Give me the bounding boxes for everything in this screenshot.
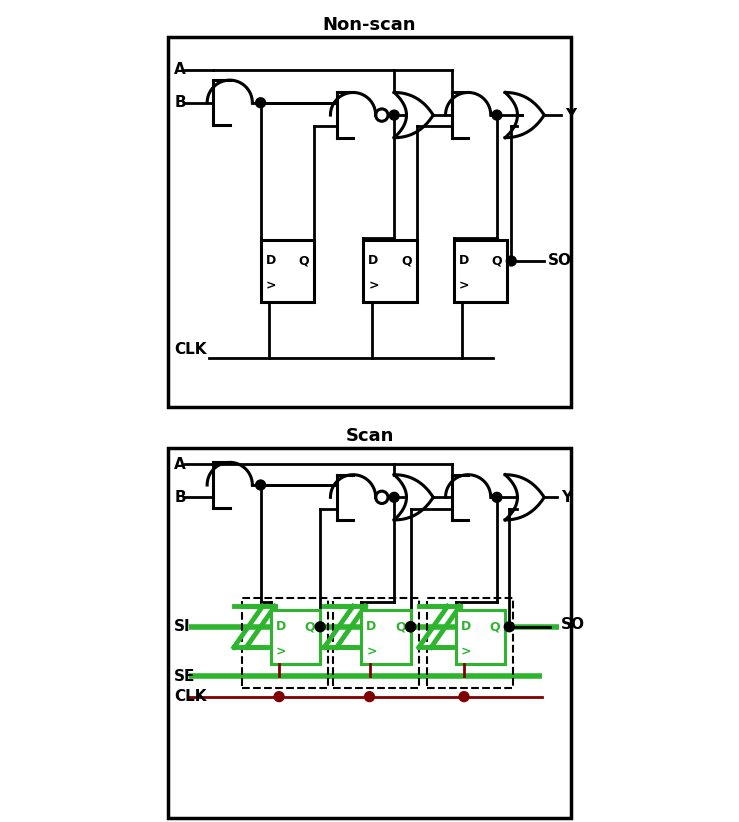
Circle shape: [459, 692, 469, 702]
Circle shape: [256, 98, 265, 108]
Text: Q: Q: [304, 621, 316, 633]
Bar: [427, 598, 514, 689]
Bar: [454, 241, 507, 302]
Text: D: D: [367, 621, 376, 633]
Bar: [456, 610, 505, 664]
Text: Y: Y: [565, 108, 576, 122]
Text: Non-scan: Non-scan: [323, 16, 416, 35]
Bar: [271, 610, 320, 664]
Text: A: A: [174, 62, 186, 77]
Circle shape: [492, 492, 502, 502]
Circle shape: [389, 110, 399, 120]
Text: D: D: [460, 621, 471, 633]
Circle shape: [406, 621, 415, 631]
Text: SO: SO: [548, 253, 572, 269]
Circle shape: [274, 692, 284, 702]
Text: >: >: [265, 279, 276, 292]
Bar: [333, 598, 419, 689]
Text: Scan: Scan: [345, 427, 394, 446]
Text: A: A: [174, 457, 186, 472]
Circle shape: [504, 621, 514, 631]
Circle shape: [389, 492, 399, 502]
Text: D: D: [368, 255, 378, 267]
Text: SI: SI: [174, 619, 191, 635]
Text: D: D: [459, 255, 469, 267]
Text: >: >: [367, 645, 377, 658]
Text: D: D: [276, 621, 286, 633]
Text: Q: Q: [491, 255, 503, 267]
Text: Q: Q: [401, 255, 412, 267]
Text: CLK: CLK: [174, 342, 207, 357]
Circle shape: [506, 256, 517, 266]
Text: >: >: [460, 645, 471, 658]
Circle shape: [406, 621, 415, 631]
Circle shape: [492, 110, 502, 120]
Text: >: >: [368, 279, 379, 292]
Text: SE: SE: [174, 668, 196, 684]
Text: Q: Q: [299, 255, 309, 267]
Text: D: D: [265, 255, 276, 267]
Text: B: B: [174, 490, 186, 505]
Bar: [242, 598, 328, 689]
Text: SO: SO: [561, 617, 585, 632]
Bar: [364, 241, 417, 302]
Bar: [361, 610, 411, 664]
Circle shape: [256, 480, 265, 490]
Text: CLK: CLK: [174, 689, 207, 704]
Circle shape: [364, 692, 375, 702]
Circle shape: [316, 621, 325, 631]
Text: B: B: [174, 95, 186, 110]
Bar: [261, 241, 314, 302]
Text: Q: Q: [395, 621, 406, 633]
Text: Q: Q: [489, 621, 500, 633]
Text: >: >: [459, 279, 469, 292]
Text: >: >: [276, 645, 286, 658]
Text: Y: Y: [561, 490, 572, 505]
